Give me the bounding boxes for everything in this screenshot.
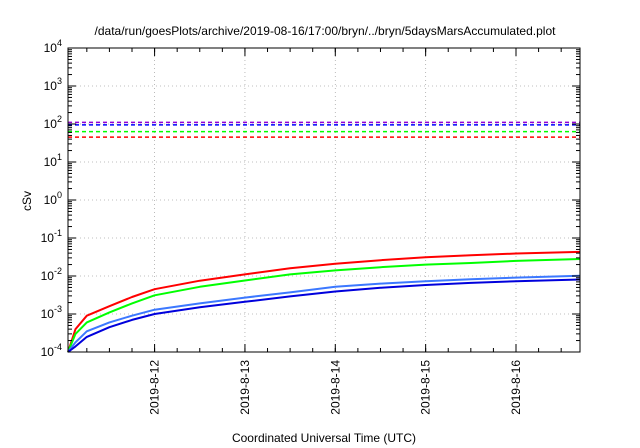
grid xyxy=(68,48,580,352)
y-tick-label: 10-1 xyxy=(41,228,62,245)
y-axis-label: cSv xyxy=(20,191,34,211)
y-tick-base: 10 xyxy=(44,155,58,169)
y-tick-base: 10 xyxy=(44,117,58,131)
y-tick-exponent: 1 xyxy=(57,152,62,162)
x-tick-label: 2019-8-15 xyxy=(419,360,433,415)
y-tick-label: 10-3 xyxy=(41,304,62,321)
y-tick-exponent: 4 xyxy=(57,38,62,48)
series-lines xyxy=(67,250,581,353)
y-tick-label: 103 xyxy=(44,76,62,93)
x-axis-ticks: 2019-8-12 2019-8-13 2019-8-14 2019-8-15 2019… xyxy=(86,48,562,415)
series-line xyxy=(67,250,581,353)
x-tick-label: 2019-8-16 xyxy=(509,360,523,415)
y-tick-base: 10 xyxy=(41,307,55,321)
y-tick-base: 10 xyxy=(44,193,58,207)
series-line xyxy=(67,258,581,353)
y-tick-label: 10-4 xyxy=(41,342,62,359)
y-tick-base: 10 xyxy=(44,41,58,55)
y-tick-base: 10 xyxy=(41,231,55,245)
x-tick-label: 2019-8-13 xyxy=(238,360,252,415)
y-tick-label: 101 xyxy=(44,152,62,169)
chart-title: /data/run/goesPlots/archive/2019-08-16/1… xyxy=(95,24,557,38)
threshold-lines xyxy=(68,121,580,138)
y-tick-base: 10 xyxy=(41,345,55,359)
series-line xyxy=(67,278,581,353)
y-tick-label: 100 xyxy=(44,190,62,207)
y-tick-label: 10-2 xyxy=(41,266,62,283)
y-tick-label: 104 xyxy=(44,38,62,55)
y-tick-exponent: 0 xyxy=(57,190,62,200)
series-line xyxy=(67,274,581,353)
y-tick-base: 10 xyxy=(41,269,55,283)
y-tick-exponent: -1 xyxy=(54,228,62,238)
y-tick-exponent: 2 xyxy=(57,114,62,124)
y-tick-base: 10 xyxy=(44,79,58,93)
x-axis-label: Coordinated Universal Time (UTC) xyxy=(232,431,416,445)
x-tick-label: 2019-8-12 xyxy=(148,360,162,415)
x-tick-label: 2019-8-14 xyxy=(328,360,342,415)
y-tick-exponent: 3 xyxy=(57,76,62,86)
y-tick-exponent: -3 xyxy=(54,304,62,314)
y-tick-label: 102 xyxy=(44,114,62,131)
y-tick-exponent: -2 xyxy=(54,266,62,276)
y-tick-exponent: -4 xyxy=(54,342,62,352)
